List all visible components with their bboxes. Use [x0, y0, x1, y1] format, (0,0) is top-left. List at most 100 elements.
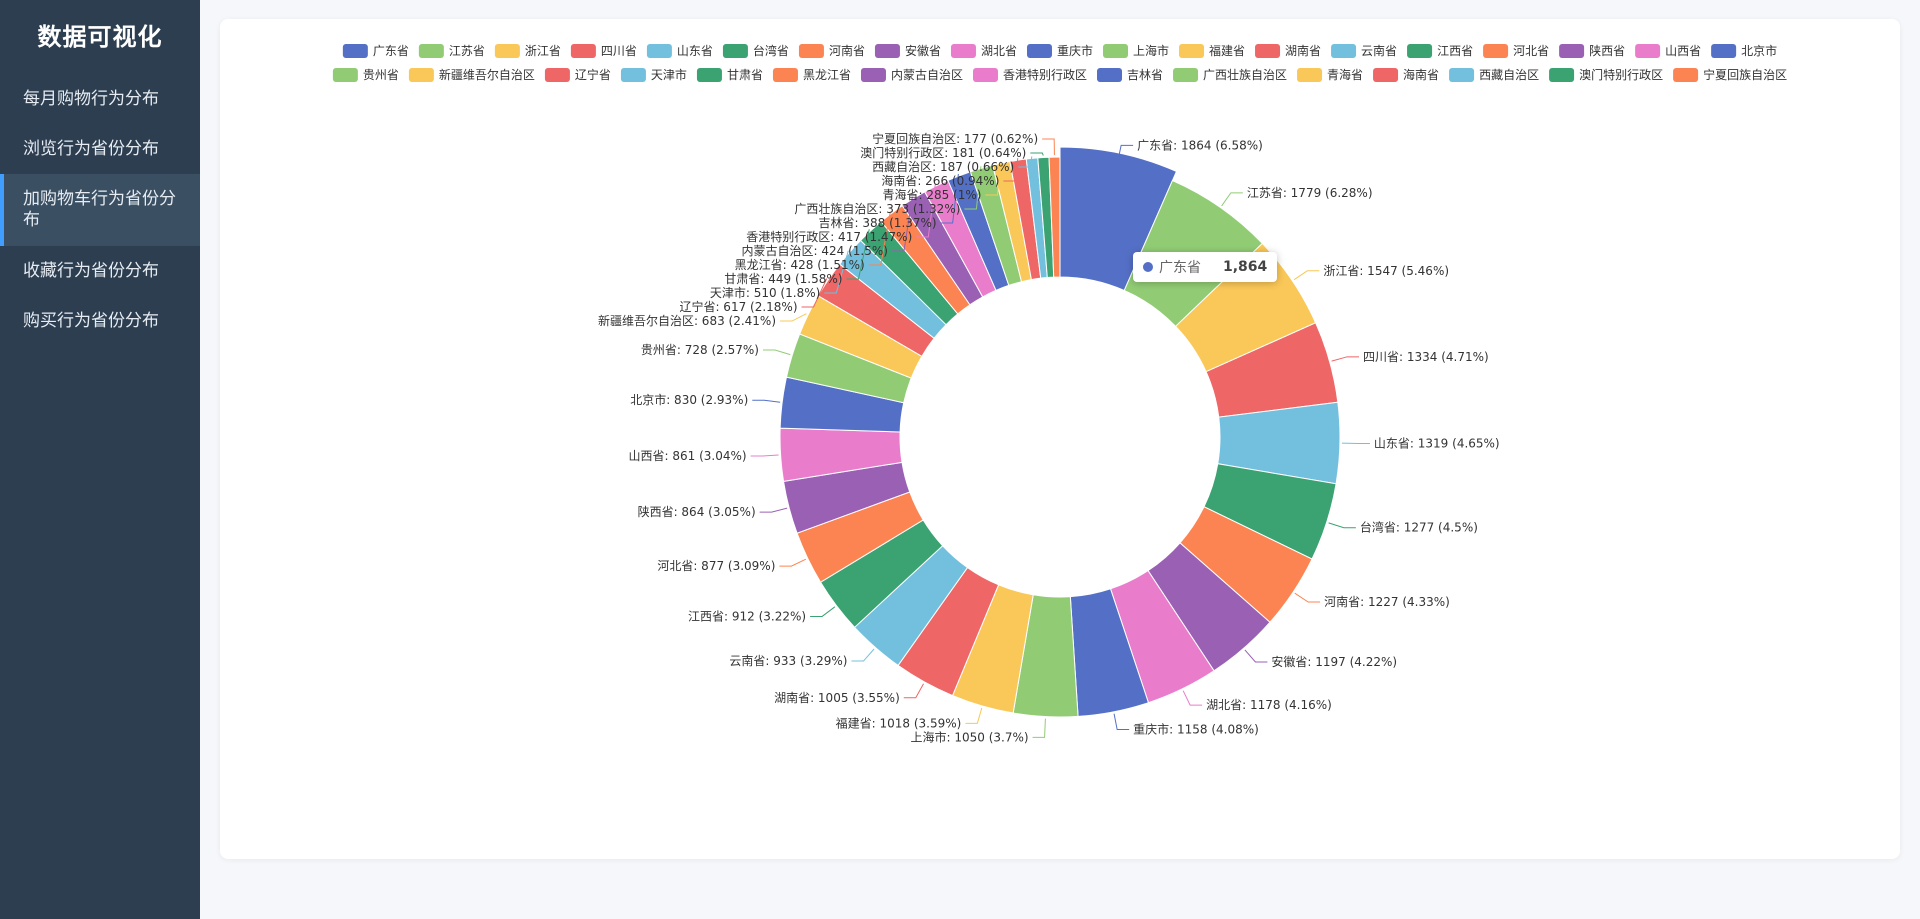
legend-item[interactable]: 河南省 — [798, 43, 865, 58]
label-line — [810, 606, 836, 617]
legend-item[interactable]: 广东省 — [342, 44, 409, 58]
legend-item[interactable]: 湖北省 — [950, 43, 1017, 58]
menu-item-purchase-province[interactable]: 购买行为省份分布 — [0, 296, 200, 346]
slice-label: 湖北省: 1178 (4.16%) — [1206, 697, 1332, 712]
legend-item[interactable]: 重庆市 — [1026, 43, 1093, 58]
slice-label: 重庆市: 1158 (4.08%) — [1133, 721, 1259, 736]
legend-item[interactable]: 广西壮族自治区 — [1173, 68, 1287, 82]
legend-swatch — [1483, 44, 1509, 58]
legend-label: 山西省 — [1665, 44, 1701, 58]
label-line — [1182, 690, 1203, 706]
legend-item[interactable]: 甘肃省 — [696, 68, 763, 82]
label-line — [965, 707, 983, 724]
legend-swatch — [1373, 68, 1399, 82]
label-line — [824, 250, 849, 294]
legend-label: 广西壮族自治区 — [1203, 68, 1287, 82]
sidebar: 数据可视化 每月购物行为分布 浏览行为省份分布 加购物车行为省份分布 收藏行为省… — [0, 0, 200, 919]
legend-item[interactable]: 天津市 — [620, 67, 687, 82]
label-line — [985, 161, 1002, 196]
slice-label: 新疆维吾尔自治区: 683 (2.41%) — [598, 313, 776, 328]
legend-item[interactable]: 浙江省 — [494, 44, 561, 58]
legend-swatch — [696, 68, 722, 82]
pie-slice[interactable] — [1048, 156, 1061, 278]
slice-label: 江西省: 912 (3.22%) — [688, 609, 806, 623]
legend-swatch — [1673, 68, 1699, 82]
menu-item-favorite-province[interactable]: 收藏行为省份分布 — [0, 246, 200, 296]
legend-label: 浙江省 — [525, 44, 561, 58]
legend-label: 澳门特别行政区 — [1579, 67, 1663, 82]
legend-item[interactable]: 新疆维吾尔自治区 — [408, 67, 535, 82]
legend-swatch — [620, 68, 646, 82]
legend-swatch — [1549, 68, 1575, 82]
legend-item[interactable]: 山东省 — [646, 44, 713, 58]
tooltip-color-dot — [1143, 262, 1153, 272]
legend-item[interactable]: 澳门特别行政区 — [1549, 67, 1663, 82]
slice-label: 广东省: 1864 (6.58%) — [1137, 138, 1263, 152]
legend-item[interactable]: 吉林省 — [1097, 68, 1163, 82]
label-line — [1294, 592, 1321, 603]
legend-label: 陕西省 — [1589, 43, 1625, 58]
legend-label: 广东省 — [373, 44, 409, 58]
menu-item-cart-province[interactable]: 加购物车行为省份分布 — [0, 174, 200, 246]
donut-chart: 广东省 江苏省 浙江省 四川省 山东省 台湾省 河南省 安徽省 湖北省 重庆市 上海市 福建省 湖南省云… — [332, 43, 1787, 744]
chart-card: 广东省 江苏省 浙江省 四川省 山东省 台湾省 河南省 安徽省 湖北省 重庆市 上海市 福建省 湖南省云… — [220, 19, 1900, 859]
menu-item-label: 购买行为省份分布 — [23, 310, 159, 331]
label-line — [891, 196, 913, 252]
legend-swatch — [408, 68, 434, 82]
legend-label: 青海省 — [1327, 67, 1363, 82]
menu-item-browse-province[interactable]: 浏览行为省份分布 — [0, 124, 200, 174]
legend-item[interactable]: 云南省 — [1331, 43, 1397, 58]
legend-item[interactable]: 四川省 — [570, 44, 637, 58]
legend-swatch — [1097, 68, 1123, 82]
legend-item[interactable]: 江苏省 — [418, 44, 485, 58]
legend-item[interactable]: 上海市 — [1103, 43, 1169, 58]
legend-swatch — [646, 44, 672, 58]
legend-item[interactable]: 福建省 — [1179, 43, 1245, 58]
label-line — [903, 683, 924, 699]
legend-swatch — [722, 44, 748, 58]
label-line — [940, 173, 959, 224]
legend-label: 江苏省 — [449, 44, 485, 58]
label-line — [752, 399, 781, 403]
slice-label: 上海市: 1050 (3.7%) — [911, 729, 1029, 744]
slice-label: 西藏自治区: 187 (0.66%) — [872, 160, 1014, 174]
legend-item[interactable]: 海南省 — [1373, 67, 1439, 82]
chart-legend: 广东省 江苏省 浙江省 四川省 山东省 台湾省 河南省 安徽省 湖北省 重庆市 上海市 福建省 湖南省 云… — [332, 43, 1787, 82]
slice-label: 澳门特别行政区: 181 (0.64%) — [860, 145, 1026, 160]
legend-item[interactable]: 陕西省 — [1559, 43, 1625, 58]
legend-label: 河北省 — [1513, 44, 1549, 58]
legend-item[interactable]: 台湾省 — [722, 43, 789, 58]
legend-swatch — [1449, 68, 1475, 82]
legend-item[interactable]: 黑龙江省 — [772, 68, 851, 82]
label-line — [1113, 713, 1130, 730]
legend-swatch — [332, 68, 358, 82]
legend-item[interactable]: 山西省 — [1635, 44, 1701, 58]
menu-item-label: 收藏行为省份分布 — [23, 260, 159, 281]
legend-item[interactable]: 内蒙古自治区 — [860, 67, 963, 82]
legend-item[interactable]: 辽宁省 — [544, 67, 611, 82]
menu-item-label: 加购物车行为省份分布 — [23, 189, 176, 230]
legend-swatch — [1026, 44, 1052, 58]
label-line — [1221, 192, 1243, 207]
legend-label: 四川省 — [601, 44, 637, 58]
legend-item[interactable]: 河北省 — [1483, 44, 1549, 58]
label-line — [1293, 270, 1320, 281]
legend-item[interactable]: 安徽省 — [874, 43, 941, 58]
legend-item[interactable]: 西藏自治区 — [1449, 68, 1539, 82]
legend-swatch — [1173, 68, 1199, 82]
legend-swatch — [1407, 44, 1433, 58]
legend-label: 宁夏回族自治区 — [1703, 67, 1787, 82]
legend-label: 天津市 — [651, 67, 687, 82]
chart-slices — [779, 146, 1341, 718]
legend-item[interactable]: 北京市 — [1711, 43, 1777, 58]
legend-item[interactable]: 香港特别行政区 — [972, 67, 1087, 82]
legend-item[interactable]: 宁夏回族自治区 — [1673, 67, 1787, 82]
pie-slice[interactable] — [1059, 146, 1178, 292]
legend-item[interactable]: 青海省 — [1297, 67, 1363, 82]
legend-item[interactable]: 江西省 — [1407, 44, 1473, 58]
label-line — [801, 278, 828, 308]
legend-item[interactable]: 贵州省 — [332, 68, 399, 82]
legend-label: 湖南省 — [1285, 43, 1321, 58]
legend-item[interactable]: 湖南省 — [1255, 43, 1321, 58]
menu-item-monthly-shopping[interactable]: 每月购物行为分布 — [0, 74, 200, 124]
